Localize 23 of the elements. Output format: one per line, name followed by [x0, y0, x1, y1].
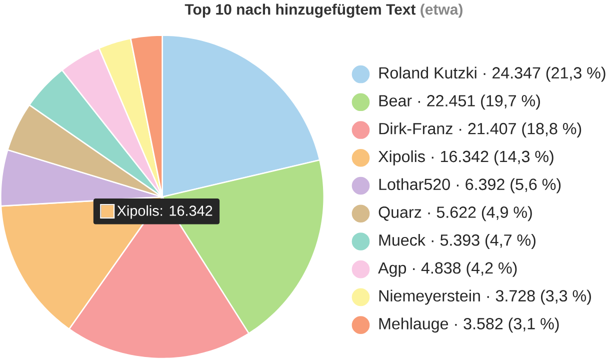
legend-label: Dirk-Franz — [379, 122, 452, 134]
data-label: · 22.451 (19,7 %) — [418, 94, 540, 110]
legend-label: Roland Kutzki — [379, 66, 476, 78]
legend-label: Niemeyerstein — [379, 290, 480, 305]
text: Xipolis: 16.342 — [117, 205, 212, 219]
legend-label: Bear — [379, 95, 412, 106]
legend-label: Mueck — [379, 234, 426, 246]
data-label: · 21.407 (18,8 %) — [460, 122, 582, 138]
data-label: · 16.342 (14,3 %) — [432, 150, 554, 166]
chart-subtitle: (etwa) — [420, 4, 462, 18]
legend-label: Mehlauge — [379, 317, 448, 333]
legend-label: Agp — [378, 262, 406, 277]
chart-title: Top 10 nach hinzugefügtem Text — [184, 4, 416, 18]
legend-label: Quarz — [378, 206, 422, 221]
data-label: · 5.622 (4,9 %) — [428, 206, 532, 222]
data-label: · 5.393 (4,7 %) — [432, 234, 536, 249]
data-label: · 4.838 (4,2 %) — [413, 262, 517, 277]
data-label: · 24.347 (21,3 %) — [484, 66, 606, 82]
data-label: · 3.582 (3,1 %) — [455, 317, 559, 333]
legend-label: Xipolis — [378, 150, 425, 166]
data-label: · 6.392 (5,6 %) — [456, 178, 561, 194]
data-label: · 3.728 (3,3 %) — [487, 290, 591, 305]
legend-label: Lothar520 — [379, 178, 450, 190]
